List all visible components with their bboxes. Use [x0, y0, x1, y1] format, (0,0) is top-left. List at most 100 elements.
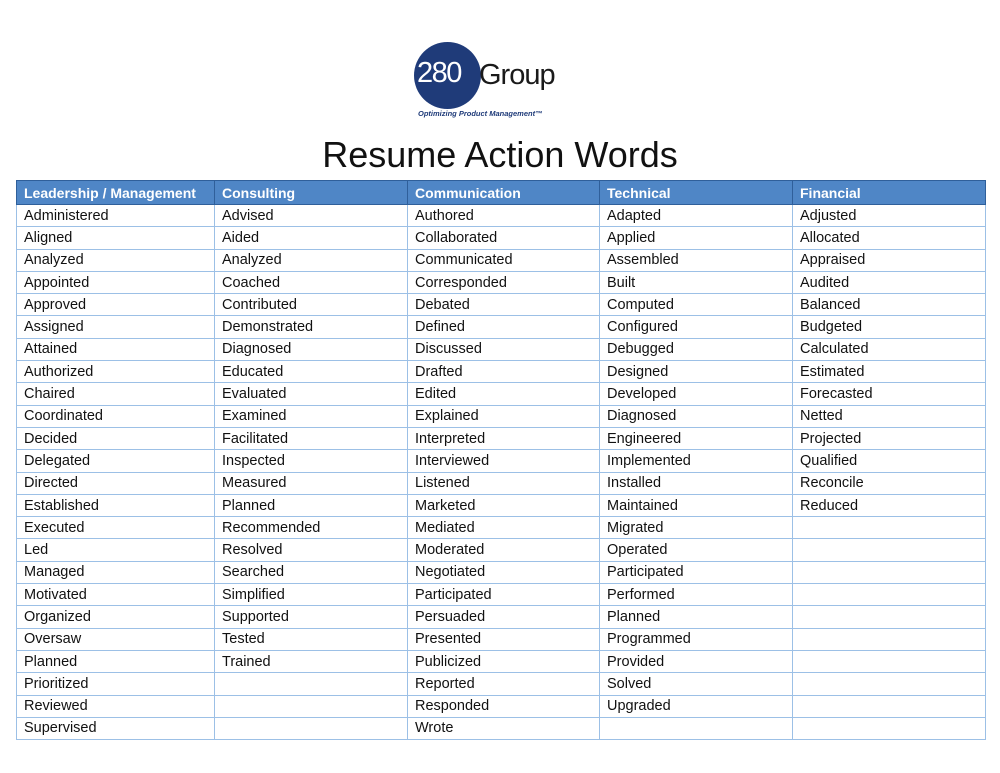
cell-consulting: Aided	[214, 226, 408, 250]
cell-financial: Allocated	[792, 226, 986, 250]
cell-technical: Applied	[599, 226, 793, 250]
cell-consulting: Inspected	[214, 449, 408, 473]
table-row: Appointed Coached Corresponded Built Audited	[16, 270, 986, 295]
cell-communication: Responded	[407, 694, 600, 718]
cell-communication: Negotiated	[407, 560, 600, 585]
cell-technical: Upgraded	[599, 694, 793, 718]
cell-financial: Balanced	[792, 293, 986, 317]
table-row: Assigned Demonstrated Defined Configured Bud…	[16, 315, 986, 339]
cell-communication: Presented	[407, 627, 600, 651]
logo-tagline: Optimizing Product Management™	[418, 109, 543, 118]
cell-leadership: Directed	[16, 471, 215, 495]
cell-financial: Calculated	[792, 337, 986, 362]
table-row: Decided Facilitated Interpreted Engineered P…	[16, 426, 986, 451]
table-row: Approved Contributed Debated Computed Balanc…	[16, 293, 986, 317]
cell-communication: Explained	[407, 404, 600, 428]
cell-financial: Forecasted	[792, 382, 986, 406]
cell-technical: Diagnosed	[599, 404, 793, 428]
logo-name: Group	[479, 59, 556, 91]
cell-financial	[792, 538, 986, 562]
column-header-financial: Financial	[792, 180, 986, 205]
cell-leadership: Supervised	[16, 716, 215, 741]
cell-communication: Edited	[407, 382, 600, 406]
cell-technical: Adapted	[599, 203, 793, 228]
cell-financial: Qualified	[792, 449, 986, 473]
table-row: Established Planned Marketed Maintained Redu…	[16, 493, 986, 518]
table-row: Led Resolved Moderated Operated	[16, 538, 986, 562]
cell-leadership: Motivated	[16, 583, 215, 607]
table-row: Coordinated Examined Explained Diagnosed Net…	[16, 404, 986, 428]
cell-communication: Defined	[407, 315, 600, 339]
table-row: Executed Recommended Mediated Migrated	[16, 516, 986, 540]
cell-financial	[792, 560, 986, 585]
table-row: Supervised Wrote	[16, 716, 986, 741]
cell-technical: Computed	[599, 293, 793, 317]
cell-leadership: Managed	[16, 560, 215, 585]
cell-consulting: Coached	[214, 270, 408, 295]
cell-communication: Participated	[407, 583, 600, 607]
cell-leadership: Appointed	[16, 270, 215, 295]
cell-technical: Installed	[599, 471, 793, 495]
cell-technical: Participated	[599, 560, 793, 585]
cell-financial: Budgeted	[792, 315, 986, 339]
cell-consulting: Simplified	[214, 583, 408, 607]
cell-communication: Reported	[407, 672, 600, 696]
cell-leadership: Established	[16, 493, 215, 518]
cell-technical: Migrated	[599, 516, 793, 540]
cell-consulting: Examined	[214, 404, 408, 428]
table-row: Managed Searched Negotiated Participated	[16, 560, 986, 585]
cell-leadership: Prioritized	[16, 672, 215, 696]
cell-communication: Moderated	[407, 538, 600, 562]
cell-consulting: Trained	[214, 649, 408, 674]
table-body: Administered Advised Authored Adapted Adjust…	[16, 203, 986, 741]
cell-consulting: Facilitated	[214, 426, 408, 451]
cell-communication: Persuaded	[407, 605, 600, 629]
cell-technical: Programmed	[599, 627, 793, 651]
cell-leadership: Decided	[16, 426, 215, 451]
cell-leadership: Delegated	[16, 449, 215, 473]
cell-leadership: Assigned	[16, 315, 215, 339]
table-row: Delegated Inspected Interviewed Implemented…	[16, 449, 986, 473]
cell-financial: Adjusted	[792, 203, 986, 228]
cell-communication: Collaborated	[407, 226, 600, 250]
table-row: Reviewed Responded Upgraded	[16, 694, 986, 718]
cell-communication: Interviewed	[407, 449, 600, 473]
cell-consulting: Planned	[214, 493, 408, 518]
cell-financial	[792, 605, 986, 629]
cell-technical: Maintained	[599, 493, 793, 518]
cell-leadership: Chaired	[16, 382, 215, 406]
cell-leadership: Aligned	[16, 226, 215, 250]
column-header-leadership: Leadership / Management	[16, 180, 215, 205]
table-row: Authorized Educated Drafted Designed Estimat…	[16, 360, 986, 384]
cell-communication: Drafted	[407, 360, 600, 384]
cell-financial: Audited	[792, 270, 986, 295]
cell-technical: Designed	[599, 360, 793, 384]
cell-communication: Mediated	[407, 516, 600, 540]
cell-technical: Performed	[599, 583, 793, 607]
cell-leadership: Coordinated	[16, 404, 215, 428]
logo-circle	[414, 42, 481, 109]
column-header-technical: Technical	[599, 180, 793, 205]
logo-number: 280	[417, 57, 462, 89]
cell-consulting	[214, 694, 408, 718]
cell-communication: Discussed	[407, 337, 600, 362]
cell-technical: Solved	[599, 672, 793, 696]
cell-technical: Configured	[599, 315, 793, 339]
company-logo: 280 Group Optimizing Product Management™	[414, 40, 594, 124]
cell-consulting: Analyzed	[214, 248, 408, 272]
cell-financial	[792, 649, 986, 674]
column-header-consulting: Consulting	[214, 180, 408, 205]
cell-financial	[792, 516, 986, 540]
cell-financial: Reconcile	[792, 471, 986, 495]
table-row: Aligned Aided Collaborated Applied Allocated	[16, 226, 986, 250]
cell-consulting: Educated	[214, 360, 408, 384]
cell-communication: Authored	[407, 203, 600, 228]
cell-leadership: Attained	[16, 337, 215, 362]
cell-consulting	[214, 716, 408, 741]
table-row: Prioritized Reported Solved	[16, 672, 986, 696]
cell-communication: Interpreted	[407, 426, 600, 451]
cell-technical: Provided	[599, 649, 793, 674]
table-row: Analyzed Analyzed Communicated Assembled App…	[16, 248, 986, 272]
cell-technical: Operated	[599, 538, 793, 562]
page-title: Resume Action Words	[322, 134, 678, 175]
